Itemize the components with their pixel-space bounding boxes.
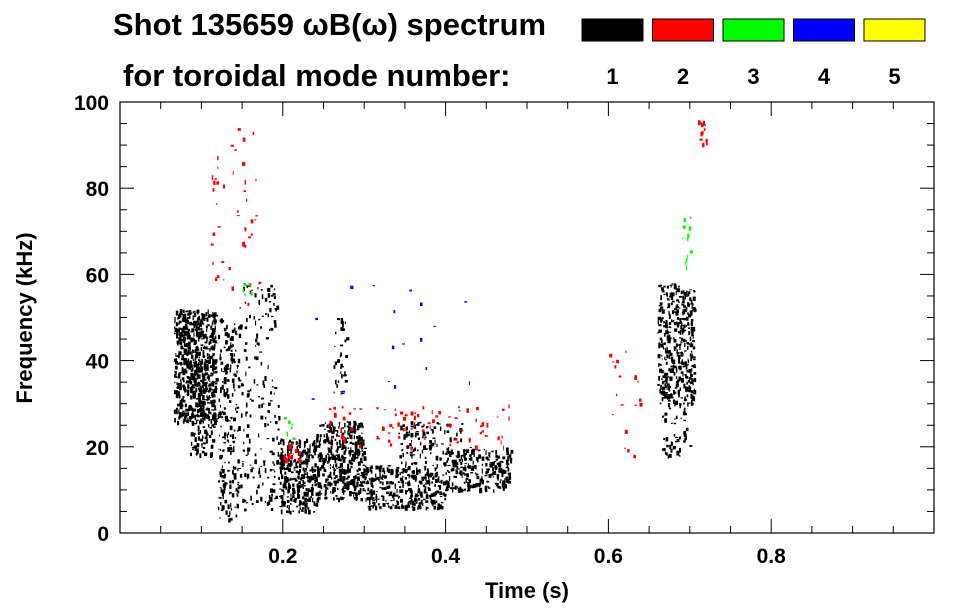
x-tick-label: 0.8 <box>757 545 787 568</box>
heat-region-mode-4-20 <box>311 285 470 409</box>
heat-region-mode-1-1 <box>189 360 217 458</box>
x-tick-label: 0.2 <box>268 545 297 568</box>
heat-region-mode-1-4 <box>279 438 319 515</box>
legend-label-mode-4: 4 <box>818 64 831 89</box>
y-tick-label: 100 <box>74 92 109 115</box>
heat-region-mode-2-16 <box>210 128 262 307</box>
heat-region-mode-1-11 <box>661 407 693 459</box>
axis-ticks <box>119 101 935 534</box>
plot-frame <box>119 101 935 534</box>
heat-region-mode-1-10 <box>657 283 697 409</box>
heat-region-mode-2-13 <box>329 404 510 451</box>
legend-label-mode-5: 5 <box>888 64 900 89</box>
y-axis-title: Frequency (kHz) <box>12 232 37 403</box>
x-tick-label: 0.4 <box>431 545 461 568</box>
mode-legend: 1 2 3 4 5 <box>581 18 926 89</box>
chart-title-line1: Shot 135659 ωB(ω) spectrum <box>113 7 546 42</box>
heat-region-mode-3-17 <box>242 284 253 297</box>
heat-region-mode-2-14 <box>698 120 708 148</box>
heat-region-mode-3-18 <box>284 417 296 440</box>
y-tick-label: 0 <box>97 523 109 546</box>
y-tick-label: 20 <box>86 437 109 460</box>
heat-region-mode-1-3 <box>238 283 281 512</box>
legend-label-mode-1: 1 <box>606 64 618 89</box>
heat-region-mode-2-15 <box>609 350 643 459</box>
legend-swatch-mode-4 <box>793 18 855 42</box>
chart-title-line2: for toroidal mode number: <box>123 58 511 93</box>
y-tick-label: 40 <box>86 351 109 374</box>
legend-label-mode-2: 2 <box>677 64 689 89</box>
y-tick-label: 80 <box>86 178 109 201</box>
heat-region-mode-1-6 <box>364 464 449 511</box>
heat-region-mode-1-8 <box>446 447 514 494</box>
x-tick-label: 0.6 <box>594 545 623 568</box>
heat-region-mode-1-5 <box>315 420 367 503</box>
y-tick-label: 60 <box>86 264 109 287</box>
heat-region-mode-2-12 <box>283 442 302 464</box>
y-tick-labels: 0 20 40 60 80 100 <box>74 92 109 546</box>
legend-swatch-mode-3 <box>722 18 785 42</box>
x-tick-labels: 0.2 0.4 0.6 0.8 <box>268 545 786 568</box>
legend-swatch-mode-1 <box>581 18 644 42</box>
legend-label-mode-3: 3 <box>747 64 759 89</box>
spectrum-heatmap <box>173 120 708 523</box>
heat-region-mode-3-19 <box>682 216 693 270</box>
heat-region-mode-1-9 <box>333 318 350 395</box>
legend-swatch-mode-2 <box>652 18 714 42</box>
heat-region-mode-1-7 <box>398 421 464 468</box>
legend-swatch-mode-5 <box>863 18 926 42</box>
heat-region-mode-1-2 <box>217 318 241 523</box>
x-axis-title: Time (s) <box>485 578 569 603</box>
